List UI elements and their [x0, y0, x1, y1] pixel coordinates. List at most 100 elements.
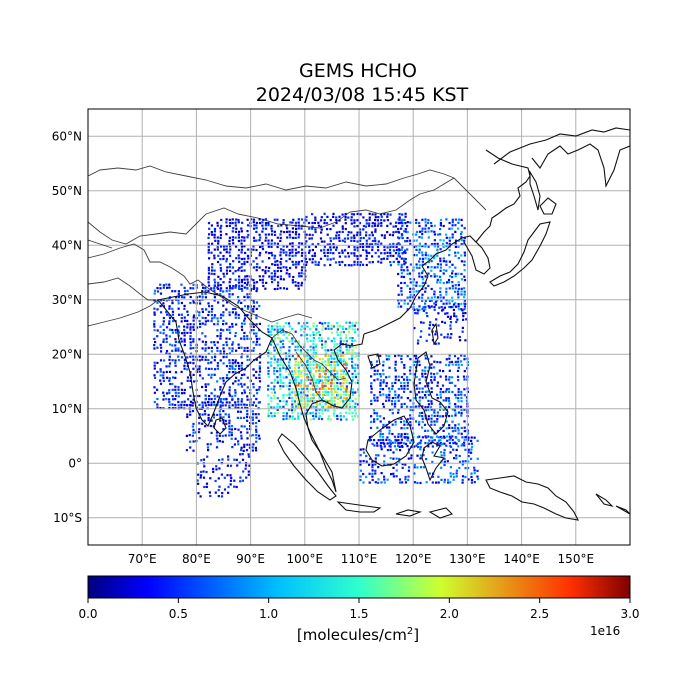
hcho-pixel — [418, 399, 421, 402]
hcho-pixel — [223, 248, 226, 251]
hcho-pixel — [276, 405, 279, 408]
hcho-pixel — [228, 419, 231, 422]
hcho-pixel — [451, 233, 454, 236]
hcho-pixel — [460, 243, 463, 246]
hcho-pixel — [348, 327, 351, 330]
hcho-pixel — [445, 245, 448, 248]
hcho-pixel — [294, 402, 297, 405]
hcho-pixel — [279, 376, 282, 379]
hcho-pixel — [279, 275, 282, 278]
hcho-pixel — [400, 236, 403, 239]
hcho-pixel — [353, 254, 356, 257]
hcho-pixel — [204, 292, 207, 295]
hcho-pixel — [445, 378, 448, 381]
hcho-pixel — [306, 402, 309, 405]
hcho-pixel — [439, 266, 443, 269]
hcho-pixel — [370, 399, 373, 402]
hcho-pixel — [297, 361, 300, 364]
hcho-pixel — [243, 349, 246, 352]
hcho-pixel — [323, 219, 326, 222]
hcho-pixel — [319, 237, 323, 240]
hcho-pixel — [354, 373, 357, 376]
hcho-pixel — [231, 239, 234, 242]
hcho-pixel — [336, 414, 339, 417]
hcho-pixel — [436, 251, 439, 254]
hcho-pixel — [318, 358, 322, 361]
hcho-pixel — [454, 441, 457, 444]
hcho-pixel — [449, 315, 452, 318]
hcho-pixel — [339, 382, 342, 385]
hcho-pixel — [388, 408, 391, 411]
hcho-pixel — [189, 301, 192, 305]
hcho-pixel — [439, 415, 442, 418]
hcho-pixel — [452, 478, 455, 481]
hcho-pixel — [273, 406, 276, 409]
hcho-pixel — [204, 413, 207, 416]
hcho-pixel — [210, 287, 213, 290]
hcho-pixel — [318, 415, 321, 418]
hcho-pixel — [235, 349, 238, 352]
hcho-pixel — [276, 275, 279, 278]
hcho-pixel — [419, 445, 422, 449]
hcho-pixel — [333, 381, 336, 384]
hcho-pixel — [428, 327, 431, 330]
hcho-pixel — [315, 378, 318, 382]
hcho-pixel — [438, 403, 442, 406]
hcho-pixel — [321, 375, 324, 378]
hcho-pixel — [273, 333, 276, 337]
hcho-pixel — [417, 445, 420, 449]
hcho-pixel — [282, 249, 285, 252]
hcho-pixel — [225, 221, 228, 224]
hcho-pixel — [380, 258, 383, 261]
hcho-pixel — [231, 293, 234, 296]
hcho-pixel — [234, 270, 237, 273]
hcho-pixel — [460, 432, 463, 435]
hcho-pixel — [406, 308, 409, 311]
hcho-pixel — [332, 215, 335, 218]
hcho-pixel — [306, 387, 309, 390]
hcho-pixel — [186, 376, 190, 379]
hcho-pixel — [436, 381, 439, 384]
hcho-pixel — [357, 381, 360, 385]
hcho-pixel — [397, 302, 400, 305]
hcho-pixel — [201, 292, 204, 296]
hcho-pixel — [452, 308, 455, 311]
hcho-pixel — [427, 382, 430, 385]
hcho-pixel — [294, 263, 297, 266]
hcho-pixel — [240, 227, 243, 230]
hcho-pixel — [306, 349, 309, 352]
hcho-pixel — [351, 360, 354, 363]
hcho-pixel — [230, 476, 233, 479]
hcho-pixel — [285, 370, 288, 373]
hcho-pixel — [436, 275, 439, 278]
hcho-pixel — [297, 263, 300, 266]
hcho-pixel — [329, 228, 332, 231]
hcho-pixel — [205, 482, 209, 485]
hcho-pixel — [353, 260, 356, 263]
hcho-pixel — [209, 494, 212, 498]
hcho-pixel — [427, 442, 430, 445]
hcho-pixel — [231, 222, 234, 225]
hcho-pixel — [371, 466, 374, 469]
hcho-pixel — [446, 315, 450, 318]
hcho-pixel — [333, 357, 336, 360]
hcho-pixel — [373, 373, 376, 376]
hcho-pixel — [240, 377, 243, 380]
hcho-pixel — [454, 275, 457, 278]
hcho-pixel — [168, 320, 171, 323]
hcho-pixel — [421, 254, 424, 257]
hcho-pixel — [207, 358, 210, 362]
hcho-pixel — [418, 236, 421, 239]
hcho-pixel — [403, 423, 406, 426]
hcho-pixel — [230, 428, 233, 431]
hcho-pixel — [342, 415, 345, 418]
hcho-pixel — [306, 400, 309, 403]
hcho-pixel — [162, 302, 165, 305]
hcho-pixel — [443, 448, 446, 452]
hcho-pixel — [207, 419, 210, 422]
hcho-pixel — [347, 252, 350, 255]
hcho-pixel — [231, 404, 234, 407]
hcho-pixel — [197, 482, 200, 485]
hcho-pixel — [446, 336, 449, 339]
hcho-pixel — [243, 295, 246, 298]
